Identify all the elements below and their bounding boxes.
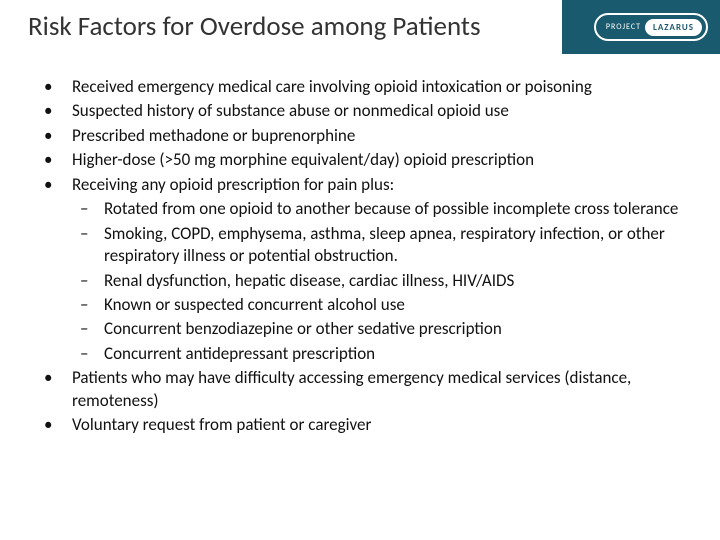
bullet-list: Received emergency medical care involvin… — [32, 76, 688, 437]
bullet-text: Suspected history of substance abuse or … — [72, 100, 509, 121]
bullet-text: Patients who may have difficulty accessi… — [72, 367, 631, 410]
sub-bullet-item: Concurrent antidepressant prescription — [72, 343, 688, 365]
slide: Risk Factors for Overdose among Patients… — [0, 0, 720, 540]
bullet-text: Higher-dose (>50 mg morphine equivalent/… — [72, 149, 534, 170]
sub-bullet-item: Smoking, COPD, emphysema, asthma, sleep … — [72, 223, 688, 268]
content-area: Received emergency medical care involvin… — [0, 54, 720, 437]
badge-project-label: PROJECT — [606, 22, 641, 32]
sub-bullet-item: Concurrent benzodiazepine or other sedat… — [72, 318, 688, 340]
bullet-item: Patients who may have difficulty accessi… — [32, 367, 688, 412]
bullet-item: Voluntary request from patient or caregi… — [32, 414, 688, 436]
bullet-text: Received emergency medical care involvin… — [72, 76, 592, 97]
bullet-item: Prescribed methadone or buprenorphine — [32, 125, 688, 147]
sub-bullet-item: Rotated from one opioid to another becau… — [72, 198, 688, 220]
sub-bullet-item: Renal dysfunction, hepatic disease, card… — [72, 270, 688, 292]
title-bar: Risk Factors for Overdose among Patients… — [0, 0, 720, 54]
bullet-item: Suspected history of substance abuse or … — [32, 100, 688, 122]
badge-name: LAZARUS — [645, 19, 702, 36]
bullet-text: Voluntary request from patient or caregi… — [72, 414, 371, 435]
title-wrap: Risk Factors for Overdose among Patients — [0, 0, 562, 54]
bullet-text: Prescribed methadone or buprenorphine — [72, 125, 355, 146]
bullet-item: Receiving any opioid prescription for pa… — [32, 174, 688, 366]
bullet-item: Higher-dose (>50 mg morphine equivalent/… — [32, 149, 688, 171]
bullet-text: Receiving any opioid prescription for pa… — [72, 174, 394, 195]
slide-title: Risk Factors for Overdose among Patients — [0, 0, 491, 54]
sub-bullet-list: Rotated from one opioid to another becau… — [72, 198, 688, 365]
project-badge: PROJECT LAZARUS — [594, 13, 708, 41]
sub-bullet-item: Known or suspected concurrent alcohol us… — [72, 294, 688, 316]
bullet-item: Received emergency medical care involvin… — [32, 76, 688, 98]
